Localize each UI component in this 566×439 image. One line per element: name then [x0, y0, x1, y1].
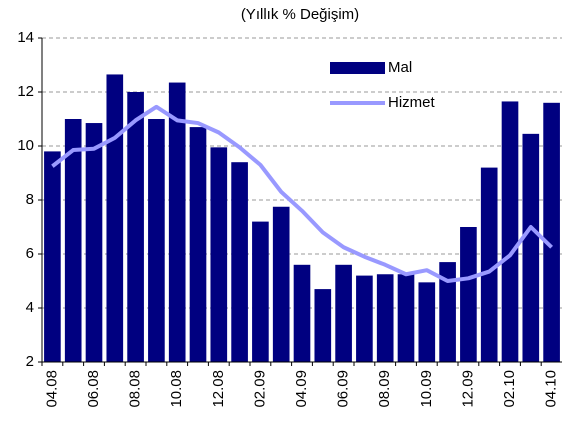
bar	[501, 101, 519, 362]
bar	[231, 162, 248, 362]
bar	[272, 206, 290, 362]
bar	[64, 119, 82, 362]
x-tick-label: 02.09	[251, 370, 268, 408]
bar	[189, 127, 207, 362]
bar	[127, 92, 144, 362]
x-tick-label: 10.08	[168, 370, 185, 408]
chart-title: (Yıllık % Değişim)	[241, 6, 359, 23]
bar	[376, 274, 394, 362]
bar	[356, 275, 373, 362]
y-tick-label: 12	[17, 83, 34, 100]
bar	[418, 282, 436, 362]
bar	[293, 264, 311, 362]
bar	[314, 289, 332, 362]
y-tick-label: 14	[17, 29, 34, 46]
legend-label: Mal	[388, 59, 412, 76]
y-tick-label: 8	[26, 191, 34, 208]
bar	[210, 147, 228, 362]
y-tick-label: 10	[17, 137, 34, 154]
x-tick-label: 12.09	[459, 370, 476, 408]
bar	[335, 264, 352, 362]
bar	[480, 167, 498, 362]
y-tick-label: 2	[26, 353, 34, 370]
bar	[106, 74, 124, 362]
bar	[460, 227, 477, 362]
bar	[44, 151, 61, 362]
x-tick-label: 02.10	[501, 370, 518, 408]
x-tick-label: 10.09	[418, 370, 435, 408]
bar	[168, 82, 186, 363]
x-tick-label: 08.08	[127, 370, 144, 408]
y-tick-label: 4	[26, 299, 34, 316]
bar	[522, 133, 540, 362]
bar	[148, 119, 165, 362]
bar	[439, 262, 456, 362]
x-tick-label: 12.08	[210, 370, 227, 408]
x-tick-label: 06.09	[335, 370, 352, 408]
line	[51, 104, 553, 283]
x-tick-label: 06.08	[85, 370, 102, 408]
bar	[85, 123, 103, 362]
bar	[543, 102, 560, 363]
legend-swatch	[330, 62, 385, 74]
x-tick-label: 04.08	[43, 370, 60, 408]
x-tick-label: 04.10	[543, 370, 560, 408]
bar	[252, 221, 269, 362]
bar	[397, 274, 415, 362]
legend-label: Hizmet	[388, 94, 436, 111]
x-tick-label: 08.09	[376, 370, 393, 408]
x-tick-label: 04.09	[293, 370, 310, 408]
y-tick-label: 6	[26, 245, 34, 262]
